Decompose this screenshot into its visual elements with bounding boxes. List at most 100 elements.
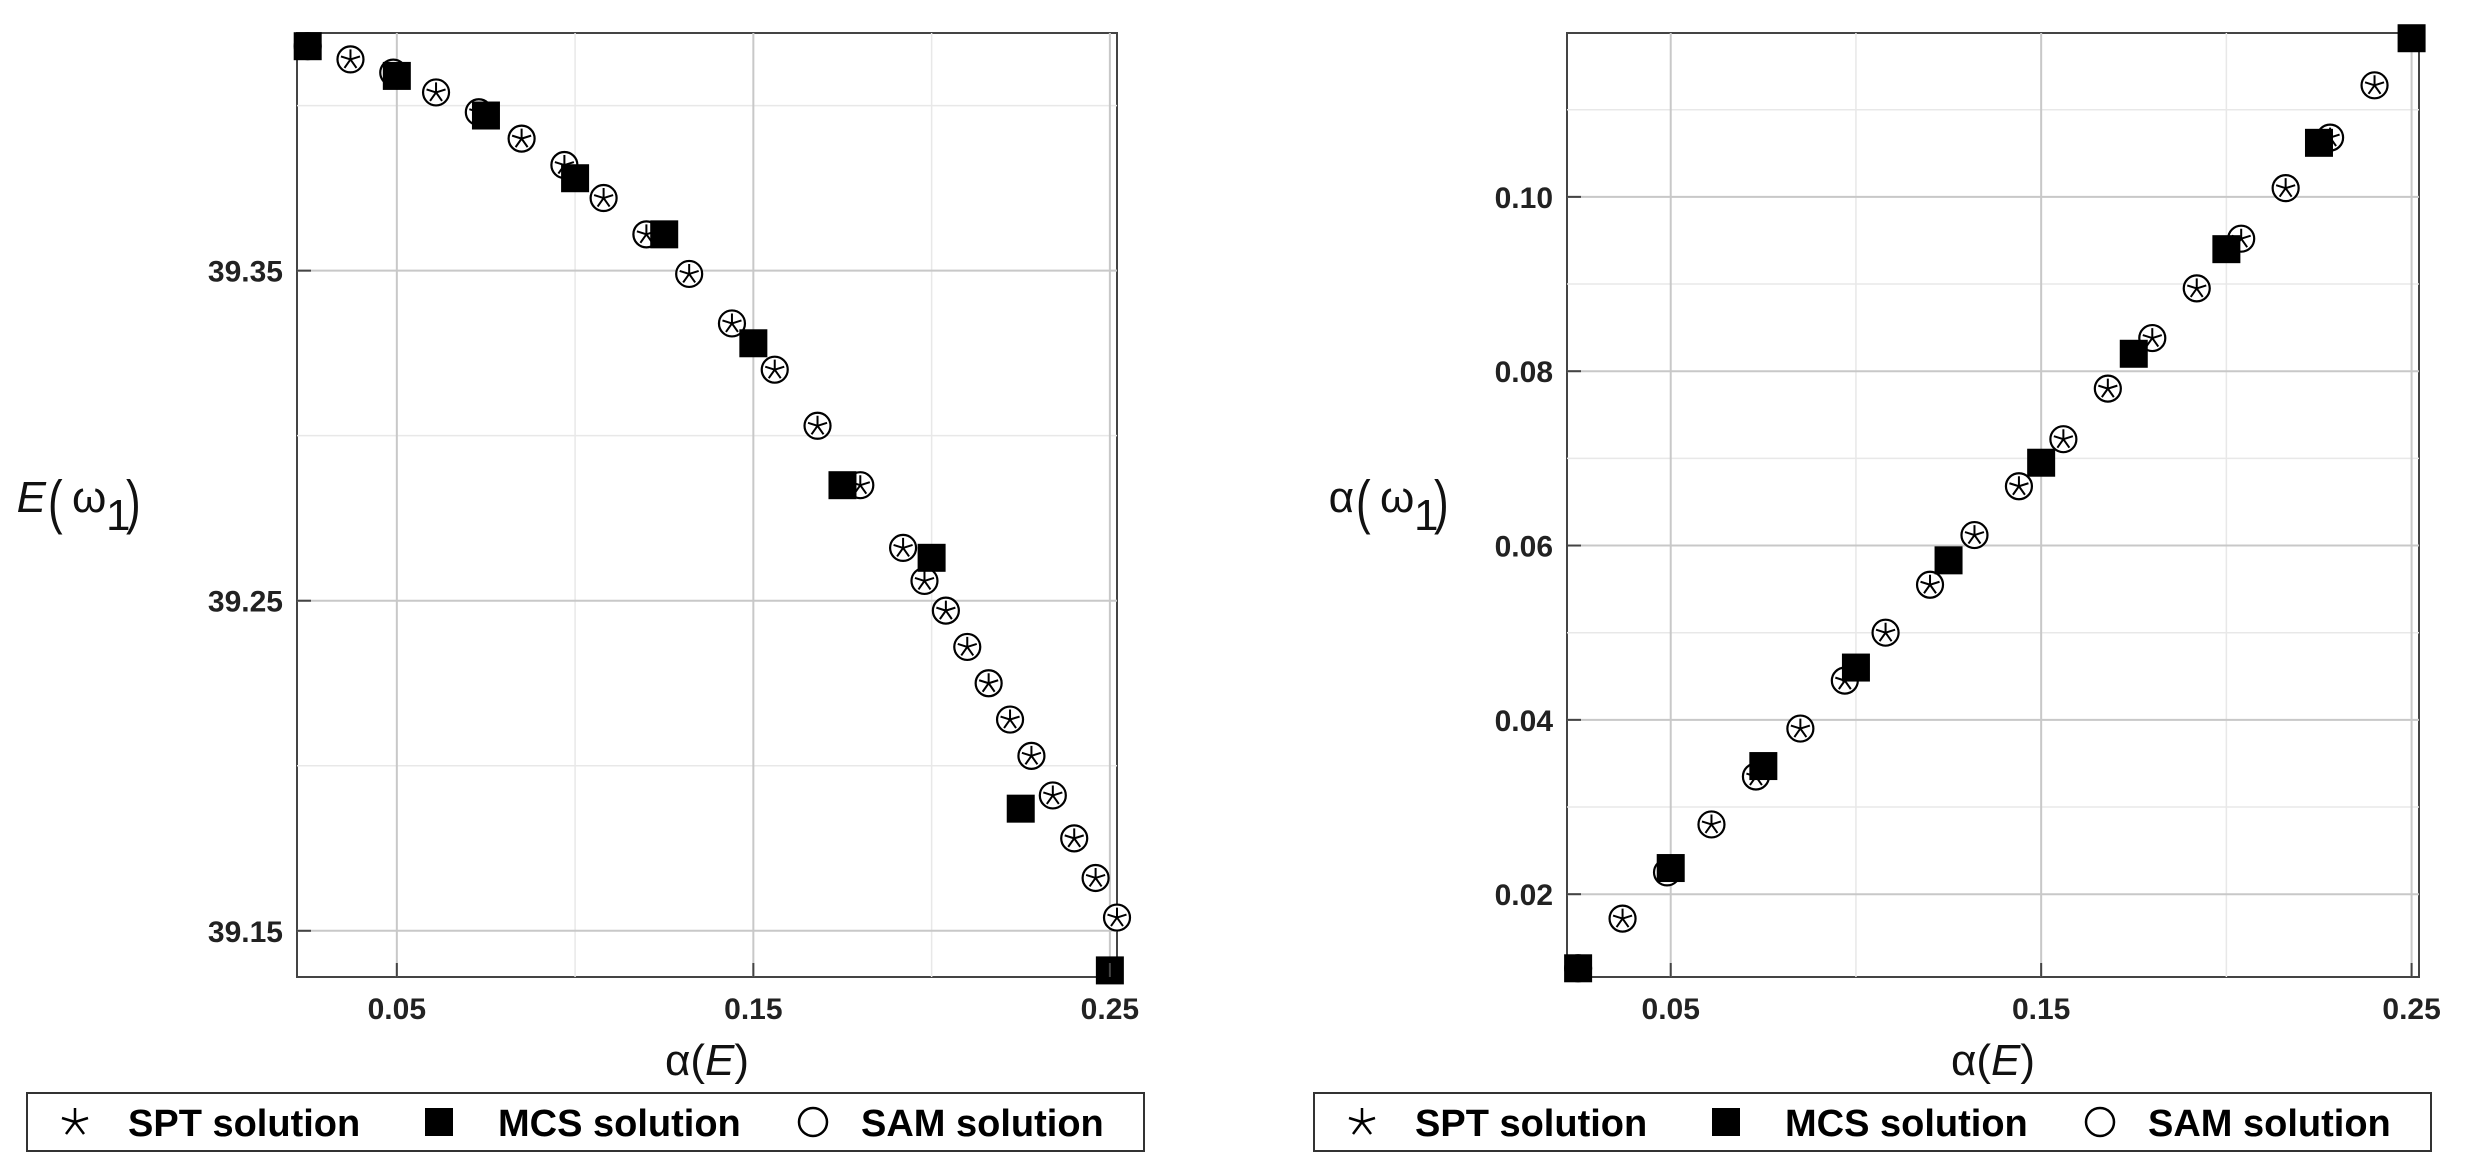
left-legend-sam: SAM solution: [861, 1103, 1104, 1145]
mcs-point: [917, 543, 946, 572]
spt-point: [2364, 75, 2385, 95]
legend-circle-icon: [2084, 1106, 2116, 1138]
mcs-point: [1656, 854, 1685, 883]
mcs-point: [382, 61, 411, 90]
mcs-point: [2304, 128, 2333, 157]
left-x-axis-label: α(E): [665, 1036, 749, 1085]
spt-point: [1920, 574, 1940, 594]
legend-square-icon: [425, 1108, 453, 1136]
spt-point: [2098, 378, 2118, 398]
right-legend-box: [1313, 1092, 2432, 1152]
right-legend-mcs: MCS solution: [1785, 1103, 2028, 1145]
spt-point: [957, 636, 978, 657]
y-tick-label: 0.04: [1495, 705, 1554, 738]
spt-point: [1021, 745, 1042, 765]
svg-text:E: E: [17, 473, 47, 522]
spt-point: [1964, 525, 1985, 545]
spt-point: [1043, 785, 1063, 805]
mcs-point: [1564, 954, 1593, 983]
legend-star-icon: [61, 1108, 89, 1135]
spt-point: [722, 313, 742, 333]
mcs-point: [1749, 752, 1778, 781]
x-tick-label: 0.25: [1081, 993, 1139, 1026]
mcs-point: [2212, 235, 2241, 264]
spt-point: [2275, 178, 2296, 198]
svg-text:ω: ω: [72, 473, 106, 522]
right-marks: [1564, 24, 2426, 983]
spt-point: [1107, 907, 1127, 927]
right-legend: SPT solution MCS solution SAM solution: [1313, 1092, 2432, 1152]
svg-text:(: (: [1356, 470, 1371, 536]
spt-point: [893, 537, 913, 557]
y-tick-label: 0.02: [1495, 879, 1553, 912]
spt-point: [511, 128, 532, 148]
spt-point: [340, 49, 361, 69]
svg-text:): ): [126, 470, 141, 536]
mcs-point: [1934, 546, 1963, 575]
spt-point: [1085, 867, 1106, 888]
mcs-point: [1006, 794, 1035, 823]
spt-point: [1064, 828, 1085, 848]
spt-point: [2009, 476, 2029, 496]
left-legend-box: [26, 1092, 1145, 1152]
spt-point: [2186, 278, 2207, 298]
spt-point: [1701, 814, 1722, 834]
spt-point: [593, 188, 614, 208]
mcs-point: [739, 329, 768, 358]
left-legend-mcs: MCS solution: [498, 1103, 741, 1145]
y-tick-label: 39.35: [208, 256, 283, 289]
y-tick-label: 0.10: [1495, 182, 1553, 215]
spt-point: [1875, 622, 1896, 642]
spt-point: [1612, 908, 1633, 928]
y-tick-label: 0.06: [1495, 531, 1553, 564]
spt-point: [914, 570, 935, 590]
svg-text:ω: ω: [1380, 473, 1414, 522]
left-ticks: 0.05 0.15 0.25 39.15 39.25 39.35: [208, 256, 1139, 1026]
left-plot-frame: [296, 32, 1118, 978]
left-y-axis-label: E ( ω 1 ): [17, 470, 141, 540]
mcs-point: [1841, 653, 1870, 682]
x-tick-label: 0.05: [368, 993, 426, 1026]
spt-point: [936, 600, 956, 620]
right-grid: [1567, 33, 2419, 977]
mcs-point: [650, 220, 679, 249]
x-tick-label: 0.05: [1642, 993, 1700, 1026]
y-tick-label: 39.25: [208, 586, 283, 619]
right-legend-sam: SAM solution: [2148, 1103, 2391, 1145]
mcs-point: [293, 32, 322, 61]
x-tick-label: 0.15: [724, 993, 782, 1026]
spt-point: [764, 359, 785, 379]
legend-circle-icon: [797, 1106, 829, 1138]
spt-point: [679, 263, 699, 284]
spt-point: [978, 673, 999, 693]
spt-point: [554, 155, 575, 175]
right-x-axis-label: α(E): [1951, 1036, 2035, 1085]
spt-point: [2142, 328, 2163, 348]
right-ticks: 0.05 0.15 0.25 0.02 0.04 0.06 0.08 0.10: [1495, 182, 2441, 1026]
mcs-point: [561, 164, 590, 193]
right-plot-frame: [1566, 32, 2420, 978]
left-legend-spt: SPT solution: [128, 1103, 360, 1145]
x-tick-label: 0.15: [2012, 993, 2070, 1026]
spt-point: [1790, 718, 1811, 738]
right-panel: 0.05 0.15 0.25 0.02 0.04 0.06 0.08 0.10 α(E) α …: [1313, 24, 2441, 1152]
svg-text:(: (: [48, 470, 63, 536]
mcs-point: [2119, 339, 2148, 368]
left-marks: [293, 32, 1132, 985]
svg-text:): ): [1434, 470, 1449, 536]
y-tick-label: 39.15: [208, 916, 283, 949]
right-y-axis-label: α ( ω 1 ): [1329, 470, 1449, 540]
legend-star-icon: [1348, 1108, 1376, 1135]
x-tick-label: 0.25: [2382, 993, 2440, 1026]
right-legend-spt: SPT solution: [1415, 1103, 1647, 1145]
left-legend: SPT solution MCS solution SAM solution: [26, 1092, 1145, 1152]
mcs-point: [2397, 24, 2426, 53]
mcs-point: [828, 471, 857, 500]
spt-point: [2053, 429, 2074, 449]
svg-text:α: α: [1329, 473, 1354, 522]
spt-point: [1000, 709, 1020, 729]
svg-text:1: 1: [106, 491, 130, 540]
spt-point: [426, 82, 446, 102]
y-tick-label: 0.08: [1495, 356, 1553, 389]
mcs-point: [2027, 448, 2056, 477]
